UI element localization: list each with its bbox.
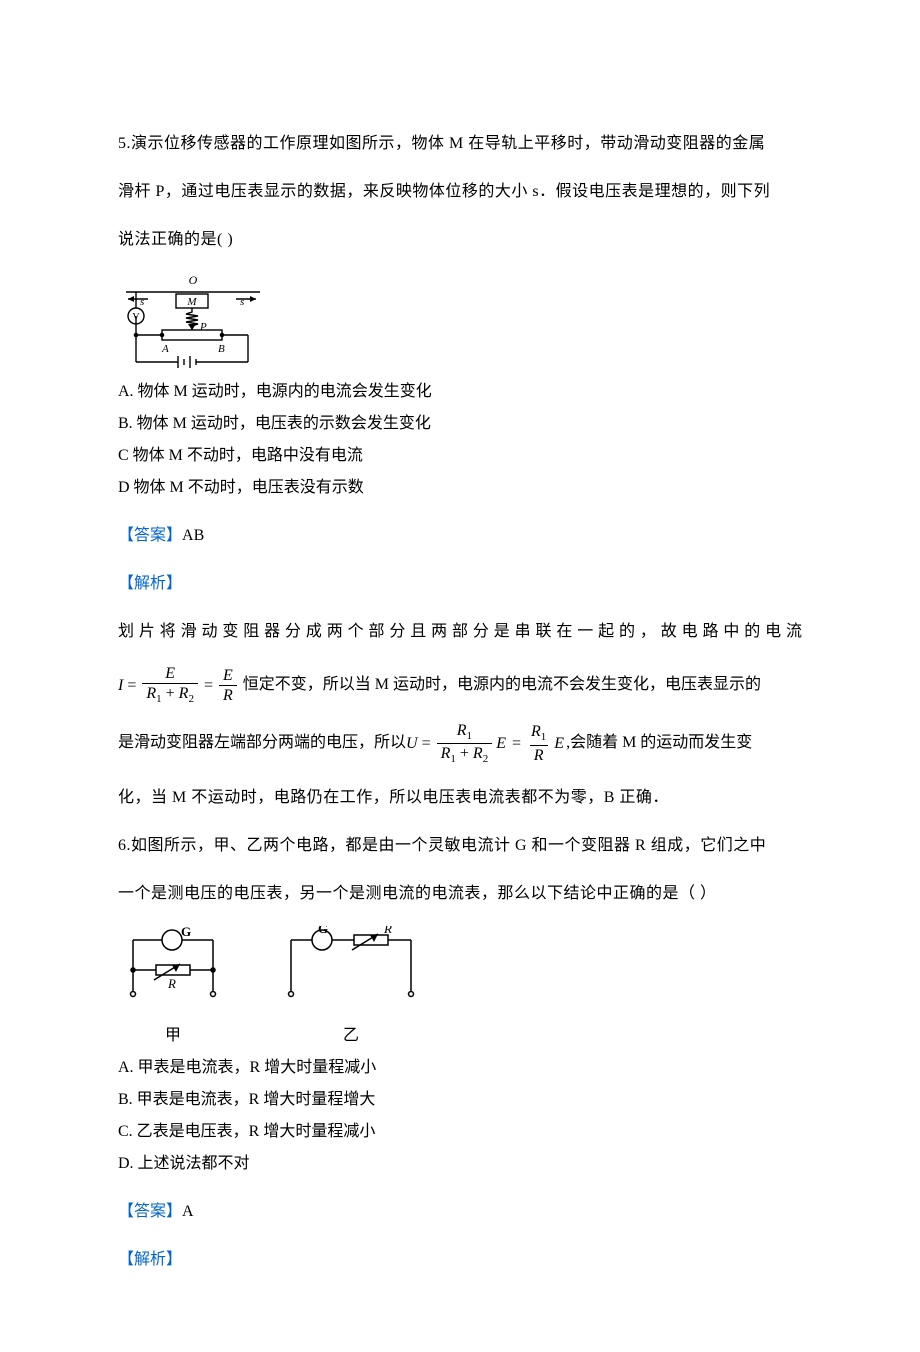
label-yi: 乙 — [276, 1020, 426, 1052]
num: R1 — [527, 722, 550, 744]
q5-stem-line1: 5.演示位移传感器的工作原理如图所示，物体 M 在导轨上平移时，带动滑动变阻器的… — [118, 128, 802, 160]
q6-expl-label: 【解析】 — [118, 1244, 802, 1276]
svg-text:B: B — [218, 343, 225, 355]
q6-circuits: G R — [118, 926, 802, 1052]
q5-expl-line1: 划片将滑动变阻器分成两个部分且两部分是串联在一起的，故电路中的电流 — [118, 616, 802, 648]
svg-text:O: O — [189, 273, 198, 287]
svg-text:R: R — [383, 926, 392, 936]
eq-sign: = — [127, 676, 136, 695]
q5-option-b: B. 物体 M 运动时，电压表的示数会发生变化 — [118, 408, 802, 440]
eq-sign-2: = — [204, 676, 213, 695]
num: R1 — [453, 721, 476, 743]
var-E: E — [496, 734, 506, 753]
q6-option-a: A. 甲表是电流表，R 增大时量程减小 — [118, 1052, 802, 1084]
q5-expl-l3a: 是滑动变阻器左端部分两端的电压，所以 — [118, 727, 406, 759]
q6-stem-line2: 一个是测电压的电压表，另一个是测电流的电流表，那么以下结论中正确的是（ ） — [118, 878, 802, 910]
q6-option-d: D. 上述说法都不对 — [118, 1148, 802, 1180]
page: 5.演示位移传感器的工作原理如图所示，物体 M 在导轨上平移时，带动滑动变阻器的… — [0, 0, 920, 1352]
den: R1 + R2 — [437, 743, 493, 766]
svg-text:P: P — [199, 321, 207, 333]
num: E — [161, 664, 179, 683]
den: R — [219, 685, 237, 705]
q5-stem-line2: 滑杆 P，通过电压表显示的数据，来反映物体位移的大小 s．假设电压表是理想的，则… — [118, 176, 802, 208]
q6-circuit-jia: G R — [118, 926, 228, 1052]
svg-text:V: V — [132, 312, 140, 323]
svg-text:s: s — [140, 296, 144, 308]
den: R1 + R2 — [142, 683, 198, 706]
q6-option-c: C. 乙表是电压表，R 增大时量程减小 — [118, 1116, 802, 1148]
q5-option-d: D 物体 M 不动时，电压表没有示数 — [118, 472, 802, 504]
den: R — [530, 745, 548, 765]
q6-answer: 【答案】A — [118, 1196, 802, 1228]
q5-circuit-diagram: O s s M P A B V — [118, 272, 268, 372]
svg-text:A: A — [161, 343, 169, 355]
label-jia: 甲 — [118, 1020, 228, 1052]
q5-option-a: A. 物体 M 运动时，电源内的电流会发生变化 — [118, 376, 802, 408]
svg-text:G: G — [181, 926, 191, 939]
q6-circuit-yi: G R 乙 — [276, 926, 426, 1052]
svg-text:G: G — [318, 926, 328, 936]
frac-2: E R — [219, 666, 237, 705]
q5-answer: 【答案】AB — [118, 520, 802, 552]
answer-label: 【答案】 — [118, 1203, 182, 1220]
frac-4: R1 R — [527, 722, 550, 765]
svg-text:M: M — [186, 296, 197, 308]
q5-expl-l3b: ,会随着 M 的运动而发生变 — [566, 727, 752, 759]
q6-stem-line1: 6.如图所示，甲、乙两个电路，都是由一个灵敏电流计 G 和一个变阻器 R 组成，… — [118, 830, 802, 862]
num: E — [219, 666, 237, 685]
var-U: U — [406, 734, 418, 753]
q5-formula-1: I = E R1 + R2 = E R 恒定不变，所以当 M 运动时，电源内的电… — [118, 664, 802, 707]
q5-stem-line3: 说法正确的是( ) — [118, 224, 802, 256]
eq-sign-2: = — [512, 734, 521, 753]
q5-formula-2: 是滑动变阻器左端部分两端的电压，所以 U = R1 R1 + R2 E = R1… — [118, 721, 802, 767]
eq-sign: = — [422, 734, 431, 753]
answer-value: A — [182, 1203, 194, 1220]
var-I: I — [118, 676, 123, 695]
answer-label: 【答案】 — [118, 527, 182, 544]
var-E-2: E — [554, 734, 564, 753]
svg-text:R: R — [167, 976, 176, 991]
q5-expl-f1-tail: 恒定不变，所以当 M 运动时，电源内的电流不会发生变化，电压表显示的 — [243, 669, 761, 701]
svg-text:s: s — [240, 296, 244, 308]
q5-expl-label: 【解析】 — [118, 568, 802, 600]
frac-1: E R1 + R2 — [142, 664, 198, 707]
answer-value: AB — [182, 527, 204, 544]
frac-3: R1 R1 + R2 — [437, 721, 493, 767]
q5-expl-line4: 化，当 M 不运动时，电路仍在工作，所以电压表电流表都不为零，B 正确． — [118, 782, 802, 814]
q6-option-b: B. 甲表是电流表，R 增大时量程增大 — [118, 1084, 802, 1116]
q5-option-c: C 物体 M 不动时，电路中没有电流 — [118, 440, 802, 472]
